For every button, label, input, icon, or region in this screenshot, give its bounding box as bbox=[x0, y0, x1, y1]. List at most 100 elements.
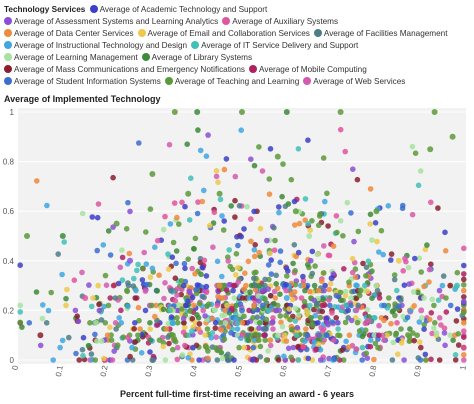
data-point bbox=[307, 227, 314, 233]
data-point bbox=[447, 302, 454, 309]
data-point bbox=[143, 229, 149, 235]
data-point bbox=[267, 342, 274, 349]
legend-item[interactable]: Average of Email and Collaboration Servi… bbox=[137, 28, 310, 40]
data-point bbox=[205, 132, 211, 138]
data-point bbox=[100, 242, 107, 248]
data-point bbox=[422, 246, 429, 253]
data-point bbox=[17, 319, 24, 326]
data-point bbox=[195, 199, 201, 205]
legend-item[interactable]: Average of Teaching and Learning bbox=[164, 76, 299, 88]
data-point bbox=[428, 261, 434, 268]
data-point bbox=[119, 277, 126, 283]
data-point bbox=[94, 247, 100, 254]
data-point bbox=[181, 260, 188, 267]
data-point bbox=[147, 206, 154, 212]
legend-swatch bbox=[4, 29, 12, 37]
legend-label: Average of Email and Collaboration Servi… bbox=[147, 29, 310, 38]
data-point bbox=[235, 242, 241, 249]
data-point bbox=[103, 282, 110, 289]
legend-label: Average of IT Service Delivery and Suppo… bbox=[201, 41, 359, 50]
data-point bbox=[219, 213, 225, 219]
data-point bbox=[263, 316, 270, 323]
data-point bbox=[251, 275, 257, 282]
legend-item[interactable]: Average of Assessment Systems and Learni… bbox=[4, 16, 218, 28]
data-point bbox=[361, 282, 368, 289]
data-point bbox=[134, 267, 140, 274]
data-point bbox=[265, 262, 272, 268]
data-point bbox=[149, 171, 156, 177]
data-point bbox=[322, 198, 328, 205]
data-point bbox=[170, 346, 176, 353]
data-point bbox=[203, 153, 210, 159]
data-point bbox=[271, 300, 277, 307]
data-point bbox=[194, 210, 201, 217]
data-point bbox=[357, 287, 364, 294]
legend-item[interactable]: Average of Mobile Computing bbox=[249, 64, 367, 76]
legend-item[interactable]: Average of Academic Technology and Suppo… bbox=[89, 4, 268, 16]
data-point bbox=[381, 302, 388, 309]
data-point bbox=[389, 357, 396, 363]
legend-item[interactable]: Average of Learning Management bbox=[4, 52, 138, 64]
data-point bbox=[252, 242, 258, 248]
legend-label: Average of Academic Technology and Suppo… bbox=[99, 5, 268, 14]
data-point bbox=[312, 312, 319, 319]
data-point bbox=[271, 225, 277, 231]
data-point bbox=[349, 255, 356, 262]
legend-item[interactable]: Average of Data Center Services bbox=[4, 28, 134, 40]
data-point bbox=[210, 244, 216, 250]
data-point bbox=[288, 354, 294, 361]
legend-swatch bbox=[137, 29, 146, 37]
data-point bbox=[125, 199, 131, 206]
data-point bbox=[373, 282, 379, 289]
data-point bbox=[200, 307, 206, 314]
data-point bbox=[329, 319, 336, 326]
data-point bbox=[44, 202, 50, 209]
data-point bbox=[429, 330, 435, 337]
legend-label: Average of Learning Management bbox=[14, 53, 138, 62]
data-point bbox=[248, 238, 254, 245]
legend-label: Average of Mass Communications and Emerg… bbox=[14, 65, 246, 74]
data-point bbox=[192, 235, 199, 242]
legend-item[interactable]: Average of Facilities Management bbox=[313, 28, 448, 40]
data-point bbox=[333, 315, 340, 321]
data-point bbox=[34, 178, 40, 184]
legend-item[interactable]: Average of Mass Communications and Emerg… bbox=[4, 64, 245, 76]
data-point bbox=[291, 289, 298, 295]
data-point bbox=[357, 292, 363, 299]
y-tick-label: 0.4 bbox=[3, 257, 15, 266]
x-tick-label: 0.7 bbox=[323, 364, 334, 377]
data-point bbox=[107, 324, 113, 331]
data-point bbox=[133, 287, 139, 294]
legend-item[interactable]: Average of Instructional Technology and … bbox=[4, 40, 187, 52]
data-point bbox=[421, 326, 427, 333]
legend-item[interactable]: Average of IT Service Delivery and Suppo… bbox=[191, 40, 358, 52]
data-point bbox=[398, 326, 404, 332]
data-point bbox=[88, 351, 95, 357]
data-point bbox=[117, 264, 124, 271]
data-point bbox=[364, 355, 371, 362]
data-point bbox=[203, 289, 210, 296]
legend-label: Average of Instructional Technology and … bbox=[14, 41, 188, 50]
data-point bbox=[346, 279, 352, 286]
data-point bbox=[335, 320, 341, 326]
data-point bbox=[95, 282, 101, 289]
legend-swatch bbox=[222, 17, 231, 25]
data-point bbox=[239, 109, 245, 115]
data-point bbox=[142, 307, 149, 314]
data-point bbox=[131, 275, 137, 282]
data-point bbox=[321, 287, 327, 294]
data-point bbox=[185, 256, 191, 263]
data-point bbox=[454, 269, 461, 276]
legend-item[interactable]: Average of Library Systems bbox=[141, 52, 252, 64]
data-point bbox=[348, 302, 355, 309]
data-point bbox=[231, 357, 237, 363]
data-point bbox=[223, 156, 230, 162]
data-point bbox=[455, 331, 462, 337]
legend-item[interactable]: Average of Student Information Systems bbox=[4, 76, 161, 88]
legend-item[interactable]: Average of Auxiliary Systems bbox=[222, 16, 338, 28]
data-point bbox=[300, 344, 307, 350]
legend-item[interactable]: Average of Web Services bbox=[303, 76, 405, 88]
data-point bbox=[284, 273, 290, 279]
legend-swatch bbox=[141, 53, 150, 61]
data-point bbox=[278, 319, 284, 326]
